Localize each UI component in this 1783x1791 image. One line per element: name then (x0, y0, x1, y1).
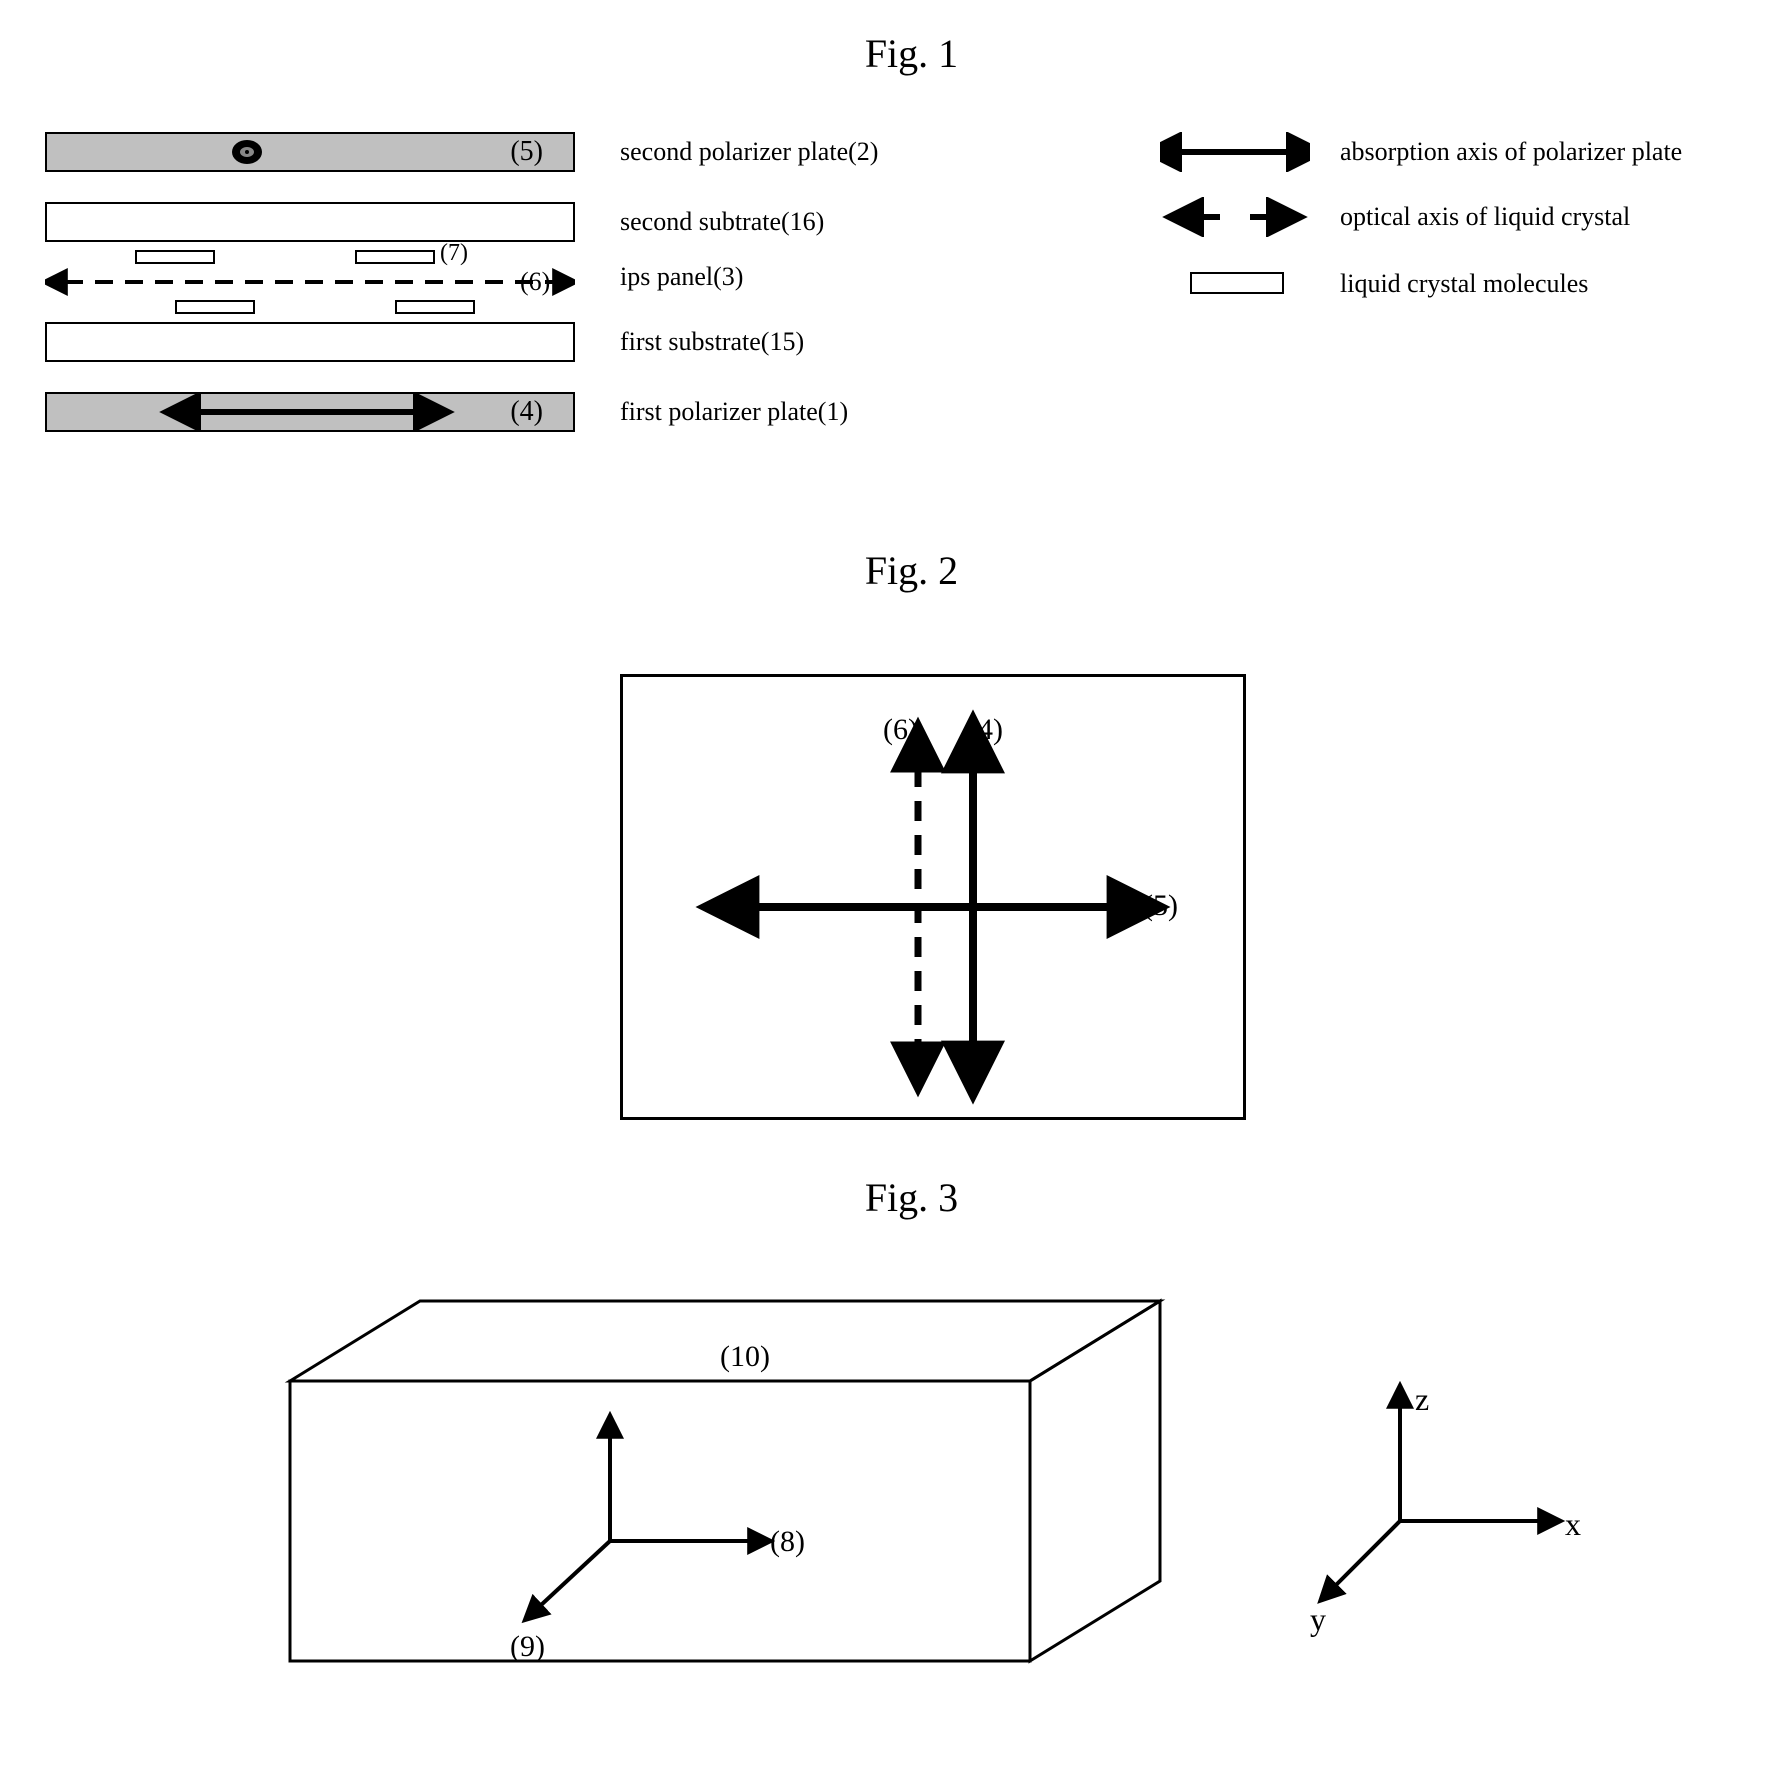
absorption-axis-arrow (47, 394, 573, 430)
label-first-polarizer: first polarizer plate(1) (620, 397, 848, 427)
layer-num-4: (4) (510, 396, 543, 428)
fig2-title: Fig. 2 (20, 547, 1783, 594)
fig3-container: (10) (8) (9) z x y (20, 1241, 1783, 1741)
fig3-xyz-axes (1300, 1361, 1600, 1661)
label-first-substrate: first substrate(15) (620, 327, 804, 357)
fig3-box3d: (10) (8) (9) (210, 1261, 1210, 1711)
fig3-label-x: x (1565, 1506, 1581, 1543)
layer-num-7: (7) (440, 240, 468, 267)
fig3-label-10-svg: (10) (720, 1340, 770, 1373)
legend-absorption-axis: absorption axis of polarizer plate (1340, 137, 1682, 167)
eye-icon (47, 134, 573, 170)
fig3-label-z: z (1415, 1381, 1429, 1418)
layer-num-5: (5) (510, 136, 543, 168)
fig2-label-5: (5) (1143, 889, 1178, 923)
label-second-polarizer: second polarizer plate(2) (620, 137, 878, 167)
fig2-label-4: (4) (968, 713, 1003, 747)
legend-lc-molecules: liquid crystal molecules (1340, 269, 1588, 299)
legend-solid-arrow-icon (1160, 132, 1310, 172)
layer-ips-panel: (7) (6) (45, 242, 575, 322)
fig1-container: (5) second polarizer plate(2) second sub… (20, 97, 1783, 497)
layer-second-substrate (45, 202, 575, 242)
optical-axis-arrow (45, 242, 575, 322)
fig2-container: (6) (4) (5) (20, 614, 1783, 1134)
layer-first-polarizer: (4) (45, 392, 575, 432)
label-ips-panel: ips panel(3) (620, 262, 743, 292)
fig3-title: Fig. 3 (20, 1174, 1783, 1221)
legend-dashed-arrow-icon (1160, 197, 1310, 237)
layer-second-polarizer: (5) (45, 132, 575, 172)
label-second-substrate: second subtrate(16) (620, 207, 824, 237)
legend-optical-axis: optical axis of liquid crystal (1340, 202, 1630, 232)
fig2-label-6: (6) (883, 713, 918, 747)
layer-num-6: (6) (520, 267, 550, 297)
svg-text:(8): (8) (770, 1525, 805, 1558)
fig2-box: (6) (4) (5) (620, 674, 1246, 1120)
layer-first-substrate (45, 322, 575, 362)
page: Fig. 1 (5) second polarizer plate(2) sec… (20, 30, 1783, 1741)
svg-text:(9): (9) (510, 1630, 545, 1663)
legend-rect-icon (1190, 272, 1284, 294)
fig3-label-y: y (1310, 1601, 1326, 1638)
fig1-title: Fig. 1 (20, 30, 1783, 77)
